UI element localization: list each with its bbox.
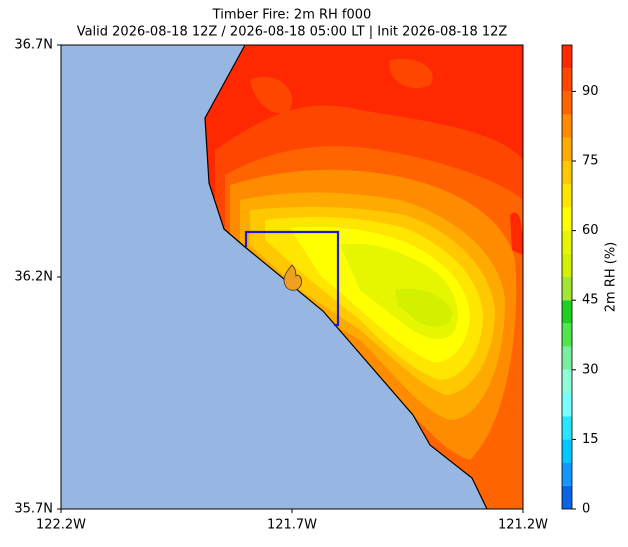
- title: Timber Fire: 2m RH f000: [212, 8, 372, 23]
- colorbar-tick-label: 0: [582, 502, 590, 517]
- colorbar-bin: [562, 323, 572, 347]
- colorbar-bin: [562, 230, 572, 254]
- colorbar-bin: [562, 161, 572, 185]
- contour: [510, 212, 523, 255]
- colorbar-bin: [562, 68, 572, 92]
- x-tick-label: 121.7W: [267, 518, 317, 533]
- colorbar-bin: [562, 45, 572, 69]
- colorbar-bin: [562, 485, 572, 509]
- y-tick-label: 36.2N: [14, 270, 53, 285]
- colorbar-bin: [562, 207, 572, 231]
- colorbar-bin: [562, 114, 572, 138]
- colorbar-bin: [562, 253, 572, 277]
- x-tick-label: 122.2W: [36, 518, 86, 533]
- colorbar-bin: [562, 369, 572, 393]
- contour: [389, 59, 433, 89]
- colorbar-bin: [562, 462, 572, 486]
- colorbar-bin: [562, 393, 572, 417]
- colorbar-tick-label: 60: [582, 223, 599, 238]
- contour: [395, 288, 452, 327]
- colorbar-bin: [562, 137, 572, 161]
- colorbar-bin: [562, 439, 572, 463]
- colorbar-bin: [562, 346, 572, 370]
- colorbar-bin: [562, 300, 572, 324]
- colorbar-bin: [562, 277, 572, 301]
- colorbar-bin: [562, 91, 572, 115]
- colorbar-frame: [561, 44, 573, 510]
- y-tick-label: 36.7N: [14, 38, 53, 53]
- y-tick-label: 35.7N: [14, 502, 53, 517]
- fire-domain-box: [244, 230, 340, 327]
- colorbar-tick-label: 15: [582, 432, 599, 447]
- colorbar-tick-label: 75: [582, 154, 599, 169]
- colorbar-tick-label: 90: [582, 84, 599, 99]
- x-tick-label: 121.2W: [498, 518, 548, 533]
- colorbar-label: 2m RH (%): [604, 242, 619, 313]
- colorbar-bin: [562, 416, 572, 440]
- colorbar-tick-label: 30: [582, 362, 599, 377]
- colorbar-bin: [562, 184, 572, 208]
- rh-field: [205, 45, 523, 509]
- fire-icon: [283, 264, 302, 291]
- colorbar-tick-label: 45: [582, 293, 599, 308]
- contour: [250, 76, 292, 114]
- subtitle: Valid 2026-08-18 12Z / 2026-08-18 05:00 …: [77, 25, 508, 40]
